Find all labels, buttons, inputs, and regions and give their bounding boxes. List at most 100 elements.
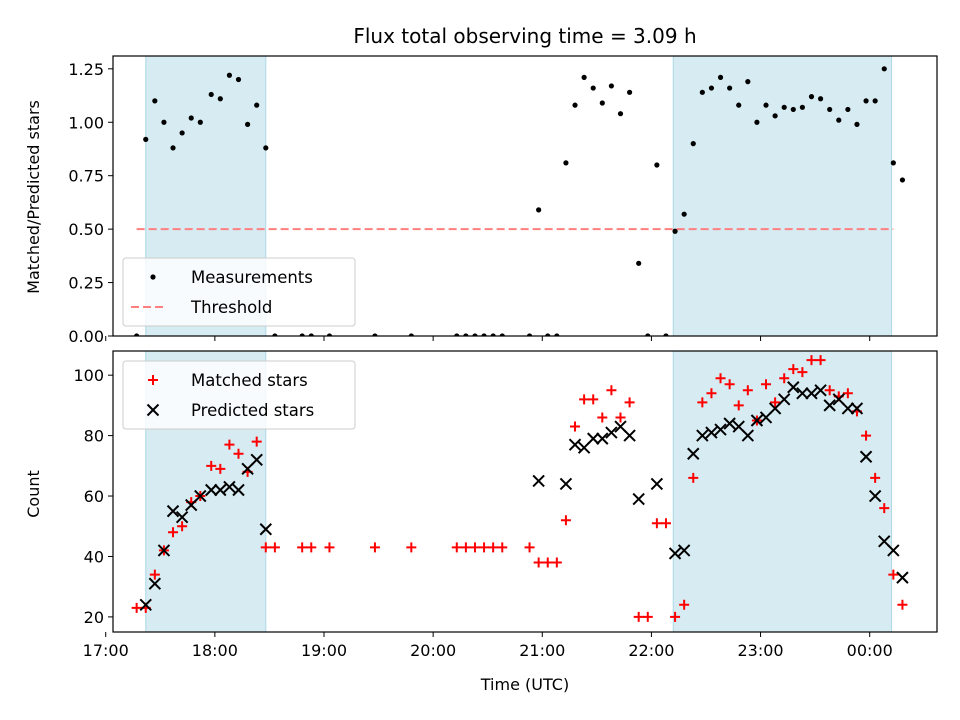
legend-label: Predicted stars (191, 401, 314, 420)
x-tick-label: 22:00 (628, 641, 674, 660)
data-point (208, 91, 214, 98)
data-point-predicted (741, 429, 755, 442)
data-point-matched (697, 397, 708, 408)
data-point (245, 121, 251, 127)
data-point (326, 333, 333, 336)
y-tick-label: 60 (84, 487, 104, 506)
data-point (308, 333, 314, 336)
data-point-matched (879, 503, 890, 514)
data-point-predicted (777, 393, 791, 406)
data-point-predicted (605, 426, 618, 439)
legend-label: Threshold (190, 298, 272, 317)
data-point (754, 119, 760, 125)
data-point (499, 333, 505, 336)
x-axis-title: Time (UTC) (480, 675, 569, 694)
data-point-predicted (532, 474, 545, 488)
y-tick-label: 1.25 (68, 60, 104, 79)
data-point (799, 104, 805, 110)
data-point-matched (761, 379, 772, 390)
y-tick-label: 1.00 (68, 113, 104, 132)
data-point-matched (570, 421, 581, 432)
x-tick-label: 21:00 (519, 641, 565, 660)
data-point-matched (406, 542, 417, 553)
data-point-matched (560, 515, 571, 526)
data-point-predicted (157, 544, 171, 557)
ratio-y-axis-title: Matched/Predicted stars (24, 100, 43, 294)
data-point-predicted (623, 429, 636, 442)
data-point (599, 100, 605, 106)
data-point-matched (149, 569, 160, 580)
plot-frame (112, 55, 938, 337)
data-point-predicted (787, 381, 800, 394)
data-point (563, 160, 569, 166)
data-point (763, 102, 769, 108)
legend-box (122, 360, 356, 430)
count-y-axis-title: Count (24, 470, 43, 518)
data-point-matched (824, 385, 835, 396)
x-tick-label: 18:00 (192, 641, 238, 660)
data-point-matched (206, 460, 217, 471)
data-point-predicted (175, 510, 189, 524)
data-point-predicted (823, 399, 836, 412)
data-point (899, 177, 906, 183)
data-point-matched (606, 385, 617, 396)
data-point (454, 333, 460, 336)
legend-marker-plus (148, 375, 158, 385)
data-point (845, 106, 851, 113)
data-point (235, 76, 242, 83)
data-point (817, 96, 824, 102)
data-point-matched (533, 557, 544, 568)
data-point (217, 96, 223, 102)
data-point-predicted (723, 417, 736, 430)
data-point-predicted (205, 483, 218, 497)
legend: Matched stars Predicted stars (122, 360, 356, 430)
data-point-matched (251, 436, 262, 447)
markers-counts (131, 355, 909, 622)
x-tick-label: 17:00 (83, 641, 129, 660)
data-point (608, 83, 615, 89)
data-point-matched (770, 397, 781, 408)
data-point-predicted (232, 483, 245, 497)
data-point (545, 333, 551, 336)
data-point-matched (597, 412, 608, 423)
data-point (554, 333, 560, 336)
data-point-predicted (705, 426, 718, 439)
data-point (681, 211, 687, 217)
data-point-matched (615, 412, 626, 423)
data-point-matched (469, 542, 480, 553)
data-point-predicted (796, 387, 809, 400)
data-point-matched (488, 542, 499, 553)
data-point-matched (497, 542, 508, 553)
data-point (152, 98, 158, 104)
data-point-matched (660, 518, 671, 529)
data-point-predicted (250, 453, 263, 466)
data-point (890, 160, 896, 166)
data-point (636, 260, 642, 266)
data-point-matched (624, 397, 635, 408)
data-point-matched (224, 439, 235, 450)
y-tick-label: 0.00 (68, 327, 104, 346)
data-point (226, 72, 233, 78)
data-point-matched (297, 542, 308, 553)
data-point (170, 145, 176, 151)
data-point-predicted (214, 483, 227, 497)
data-point-matched (870, 472, 881, 483)
data-point (143, 136, 149, 142)
data-point-matched (588, 394, 599, 405)
data-point-matched (369, 542, 380, 553)
data-point (272, 333, 278, 336)
data-point-predicted (896, 571, 909, 584)
data-point-matched (524, 542, 535, 553)
data-point-predicted (259, 523, 273, 536)
data-point (717, 74, 724, 80)
data-point (617, 111, 624, 117)
y-tick-label: 0.75 (68, 167, 104, 186)
data-point-matched (742, 385, 753, 396)
data-point (727, 85, 733, 91)
data-point-predicted (568, 438, 582, 451)
data-point (699, 89, 705, 95)
data-point (481, 333, 487, 336)
data-point-predicted (139, 598, 152, 612)
data-point (672, 228, 678, 234)
chart-title: Flux total observing time = 3.09 h (353, 24, 696, 48)
